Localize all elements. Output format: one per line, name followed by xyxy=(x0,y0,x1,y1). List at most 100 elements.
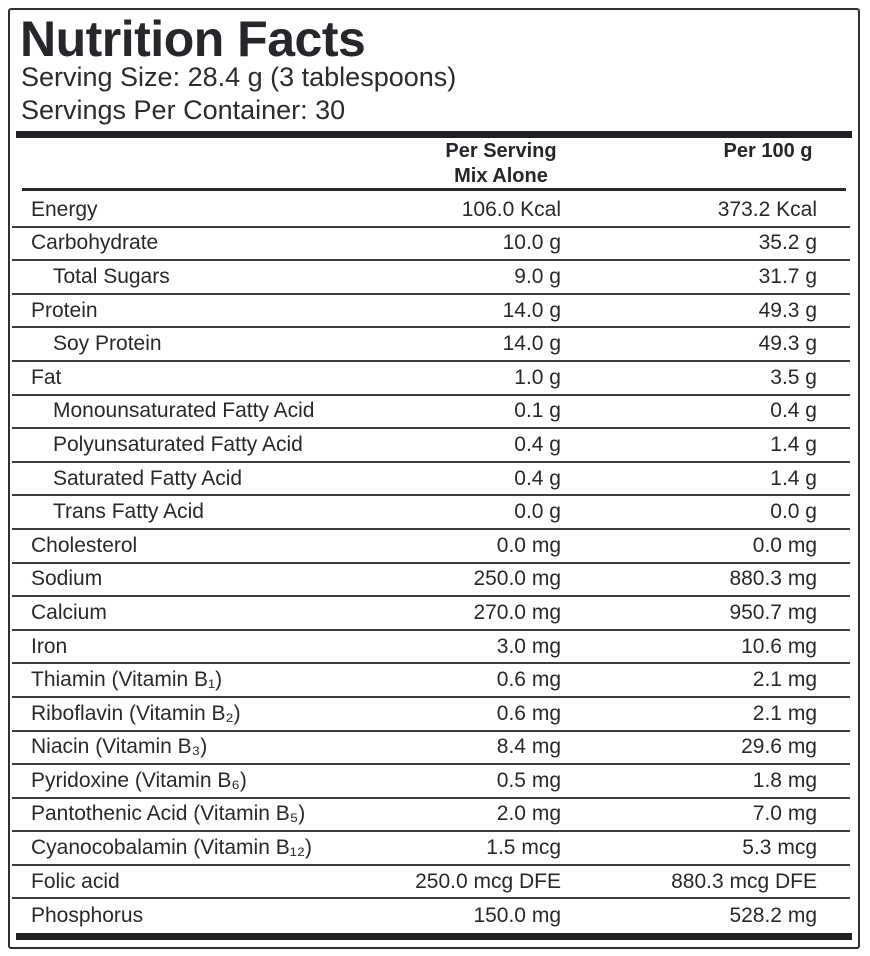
per-serving-value: 250.0 mcg DFE xyxy=(415,869,561,893)
per-serving-value: 0.5 mg xyxy=(496,768,561,792)
nutrient-name: Phosphorus xyxy=(31,904,144,928)
column-header-per-serving-line1: Per Serving xyxy=(445,140,557,162)
per-100g-value: 528.2 mg xyxy=(729,904,817,928)
table-row: Carbohydrate 10.0 g 35.2 g xyxy=(12,228,850,262)
nutrient-name: Total Sugars xyxy=(53,264,170,288)
per-100g-value: 2.1 mg xyxy=(752,701,817,725)
header-divider xyxy=(22,188,846,191)
per-100g-value: 0.0 mg xyxy=(752,533,817,557)
per-serving-value: 106.0 Kcal xyxy=(461,197,561,221)
nutrient-name: Carbohydrate xyxy=(31,231,159,255)
table-row: Cholesterol 0.0 mg 0.0 mg xyxy=(12,530,850,564)
per-serving-value: 1.5 mcg xyxy=(486,836,561,860)
table-row: Pantothenic Acid (Vitamin B₅) 2.0 mg 7.0… xyxy=(12,799,850,833)
nutrient-name: Polyunsaturated Fatty Acid xyxy=(53,432,303,456)
nutrient-name: Protein xyxy=(31,298,98,322)
table-row: Calcium 270.0 mg 950.7 mg xyxy=(12,597,850,631)
table-row: Folic acid 250.0 mcg DFE 880.3 mcg DFE xyxy=(12,866,850,900)
per-100g-value: 0.0 g xyxy=(770,500,817,524)
nutrient-name: Riboflavin (Vitamin B₂) xyxy=(31,701,241,725)
per-serving-value: 0.4 g xyxy=(514,466,561,490)
per-100g-value: 49.3 g xyxy=(758,332,817,356)
table-row: Iron 3.0 mg 10.6 mg xyxy=(12,631,850,665)
per-100g-value: 31.7 g xyxy=(758,264,817,288)
per-100g-value: 1.8 mg xyxy=(752,768,817,792)
table-row: Total Sugars 9.0 g 31.7 g xyxy=(12,261,850,295)
column-header-per-100g: Per 100 g xyxy=(723,140,813,162)
table-row: Phosphorus 150.0 mg 528.2 mg xyxy=(12,899,850,933)
per-serving-value: 0.0 mg xyxy=(496,533,561,557)
nutrient-name: Soy Protein xyxy=(53,332,162,356)
label-border xyxy=(8,8,860,949)
serving-size-line: Serving Size: 28.4 g (3 tablespoons) xyxy=(21,62,457,92)
per-100g-value: 10.6 mg xyxy=(741,634,817,658)
servings-per-container-line: Servings Per Container: 30 xyxy=(21,95,346,125)
thick-divider-bottom xyxy=(16,933,852,940)
table-row: Fat 1.0 g 3.5 g xyxy=(12,362,850,396)
thick-divider-top xyxy=(16,131,852,138)
nutrient-name: Pyridoxine (Vitamin B₆) xyxy=(31,768,247,792)
nutrient-name: Folic acid xyxy=(31,869,120,893)
per-100g-value: 3.5 g xyxy=(770,365,817,389)
table-row: Niacin (Vitamin B₃) 8.4 mg 29.6 mg xyxy=(12,732,850,766)
table-row: Polyunsaturated Fatty Acid 0.4 g 1.4 g xyxy=(12,429,850,463)
per-100g-value: 35.2 g xyxy=(758,231,817,255)
per-serving-value: 0.0 g xyxy=(514,500,561,524)
per-100g-value: 2.1 mg xyxy=(752,668,817,692)
nutrient-name: Trans Fatty Acid xyxy=(53,500,204,524)
per-100g-value: 1.4 g xyxy=(770,466,817,490)
nutrient-name: Niacin (Vitamin B₃) xyxy=(31,735,208,759)
page-title: Nutrition Facts xyxy=(20,11,366,67)
nutrient-name: Energy xyxy=(31,197,98,221)
nutrient-name: Thiamin (Vitamin B₁) xyxy=(31,668,223,692)
per-100g-value: 950.7 mg xyxy=(729,600,817,624)
per-serving-value: 150.0 mg xyxy=(473,904,561,928)
nutrient-name: Iron xyxy=(31,634,68,658)
table-row: Trans Fatty Acid 0.0 g 0.0 g xyxy=(12,496,850,530)
per-100g-value: 1.4 g xyxy=(770,432,817,456)
table-row: Thiamin (Vitamin B₁) 0.6 mg 2.1 mg xyxy=(12,664,850,698)
per-100g-value: 29.6 mg xyxy=(741,735,817,759)
per-100g-value: 373.2 Kcal xyxy=(717,197,817,221)
per-100g-value: 880.3 mg xyxy=(729,567,817,591)
nutrient-name: Fat xyxy=(31,365,62,389)
table-row: Sodium 250.0 mg 880.3 mg xyxy=(12,564,850,598)
per-100g-value: 0.4 g xyxy=(770,399,817,423)
nutrient-name: Saturated Fatty Acid xyxy=(53,466,243,490)
nutrient-name: Monounsaturated Fatty Acid xyxy=(53,399,315,423)
per-serving-value: 8.4 mg xyxy=(496,735,561,759)
table-row: Pyridoxine (Vitamin B₆) 0.5 mg 1.8 mg xyxy=(12,765,850,799)
per-serving-value: 14.0 g xyxy=(502,332,561,356)
table-row: Soy Protein 14.0 g 49.3 g xyxy=(12,328,850,362)
per-serving-value: 250.0 mg xyxy=(473,567,561,591)
table-row: Cyanocobalamin (Vitamin B₁₂) 1.5 mcg 5.3… xyxy=(12,832,850,866)
per-serving-value: 14.0 g xyxy=(502,298,561,322)
table-row: Protein 14.0 g 49.3 g xyxy=(12,295,850,329)
per-serving-value: 2.0 mg xyxy=(496,802,561,826)
nutrition-table-rows: Energy 106.0 Kcal 373.2 Kcal Carbohydrat… xyxy=(12,194,850,933)
per-100g-value: 5.3 mcg xyxy=(742,836,817,860)
nutrient-name: Sodium xyxy=(31,567,103,591)
per-serving-value: 0.6 mg xyxy=(496,701,561,725)
per-serving-value: 1.0 g xyxy=(514,365,561,389)
nutrient-name: Cholesterol xyxy=(31,533,138,557)
per-100g-value: 49.3 g xyxy=(758,298,817,322)
per-serving-value: 0.6 mg xyxy=(496,668,561,692)
column-header-per-serving-line2: Mix Alone xyxy=(454,165,548,187)
nutrient-name: Calcium xyxy=(31,600,107,624)
per-serving-value: 9.0 g xyxy=(514,264,561,288)
per-serving-value: 0.1 g xyxy=(514,399,561,423)
per-serving-value: 0.4 g xyxy=(514,432,561,456)
per-serving-value: 3.0 mg xyxy=(496,634,561,658)
table-row: Riboflavin (Vitamin B₂) 0.6 mg 2.1 mg xyxy=(12,698,850,732)
table-row: Saturated Fatty Acid 0.4 g 1.4 g xyxy=(12,463,850,497)
nutrient-name: Cyanocobalamin (Vitamin B₁₂) xyxy=(31,836,312,860)
table-row: Energy 106.0 Kcal 373.2 Kcal xyxy=(12,194,850,228)
per-serving-value: 270.0 mg xyxy=(473,600,561,624)
column-header-per-serving: Per Serving Mix Alone xyxy=(391,139,611,189)
per-serving-value: 10.0 g xyxy=(502,231,561,255)
nutrient-name: Pantothenic Acid (Vitamin B₅) xyxy=(31,802,306,826)
table-row: Monounsaturated Fatty Acid 0.1 g 0.4 g xyxy=(12,396,850,430)
per-100g-value: 7.0 mg xyxy=(752,802,817,826)
